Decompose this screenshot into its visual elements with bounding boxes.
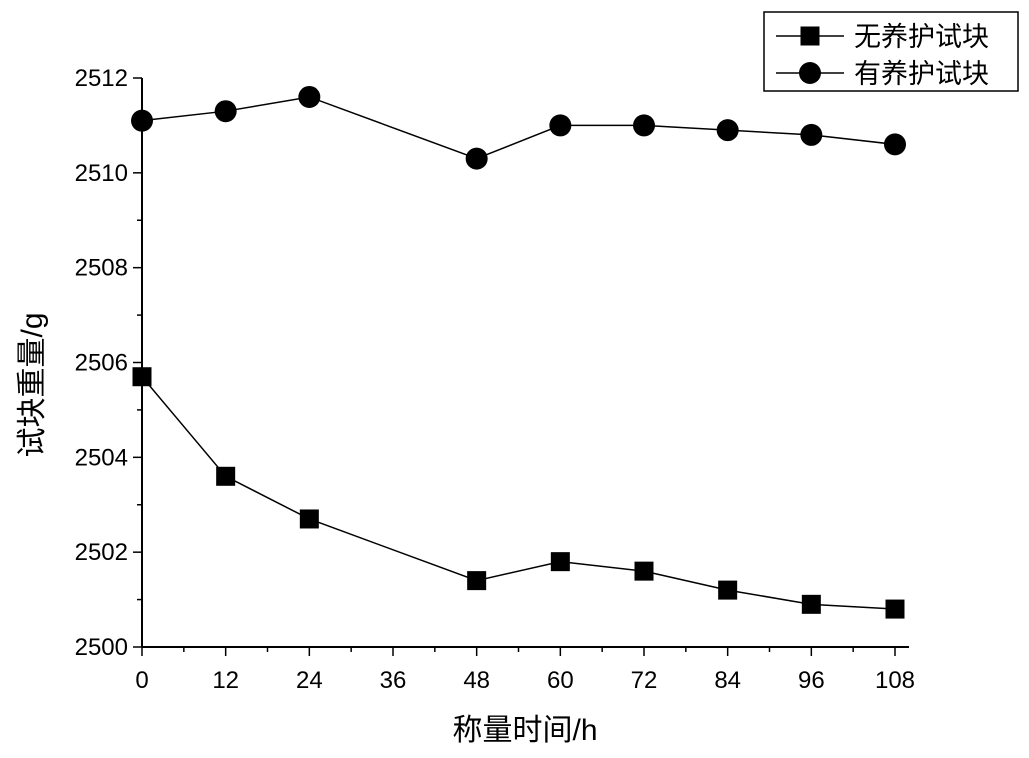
legend-marker-circle [799,62,821,84]
x-tick-label: 36 [380,667,407,694]
data-point-circle [633,114,655,137]
y-tick-label: 2512 [75,65,128,92]
data-point-circle [716,119,739,142]
y-tick-label: 2506 [75,350,128,377]
data-point-square [885,599,905,619]
data-point-square [216,466,236,486]
legend-item: 无养护试块 [776,22,989,52]
series-1 [132,367,905,619]
x-tick-label: 96 [798,667,825,694]
y-axis-label: 试块重量/g [16,312,49,457]
series-line [141,376,896,610]
y-tick-label: 2504 [75,444,128,471]
series-layer [131,85,906,619]
legend-label: 无养护试块 [854,22,989,52]
legend-marker-square [800,26,820,46]
x-tick-label: 108 [875,667,915,694]
data-point-circle [214,100,237,123]
data-point-circle [800,123,823,146]
legend-item: 有养护试块 [776,59,989,89]
series-2 [131,85,906,170]
x-tick-label: 12 [212,667,239,694]
x-tick-label: 24 [296,667,323,694]
y-axis-ticks: 2500 2502 2504 2506 2508 2510 2512 [75,65,142,661]
x-tick-label: 60 [547,667,574,694]
y-tick-label: 2508 [75,255,128,282]
y-tick-label: 2500 [75,634,128,661]
x-axis-ticks: 0 12 24 36 48 60 72 84 96 108 [135,647,915,694]
y-tick-label: 2502 [75,539,128,566]
series-line [141,96,896,160]
data-point-square [634,561,654,581]
data-point-circle [298,85,321,108]
data-point-circle [549,114,572,137]
data-point-circle [131,109,153,132]
data-point-square [467,571,487,591]
x-axis-label: 称量时间/h [452,714,597,747]
axes [141,78,909,648]
y-tick-label: 2510 [75,160,128,187]
data-point-square [299,509,319,529]
x-tick-label: 0 [135,667,148,694]
data-point-circle [884,133,906,156]
data-point-square [718,580,738,600]
x-tick-label: 48 [463,667,490,694]
legend-label: 有养护试块 [854,59,989,89]
data-point-square [801,594,821,614]
data-point-circle [465,147,488,170]
x-tick-label: 84 [714,667,741,694]
x-tick-label: 72 [631,667,658,694]
data-point-square [550,552,570,572]
data-point-square [132,367,152,387]
